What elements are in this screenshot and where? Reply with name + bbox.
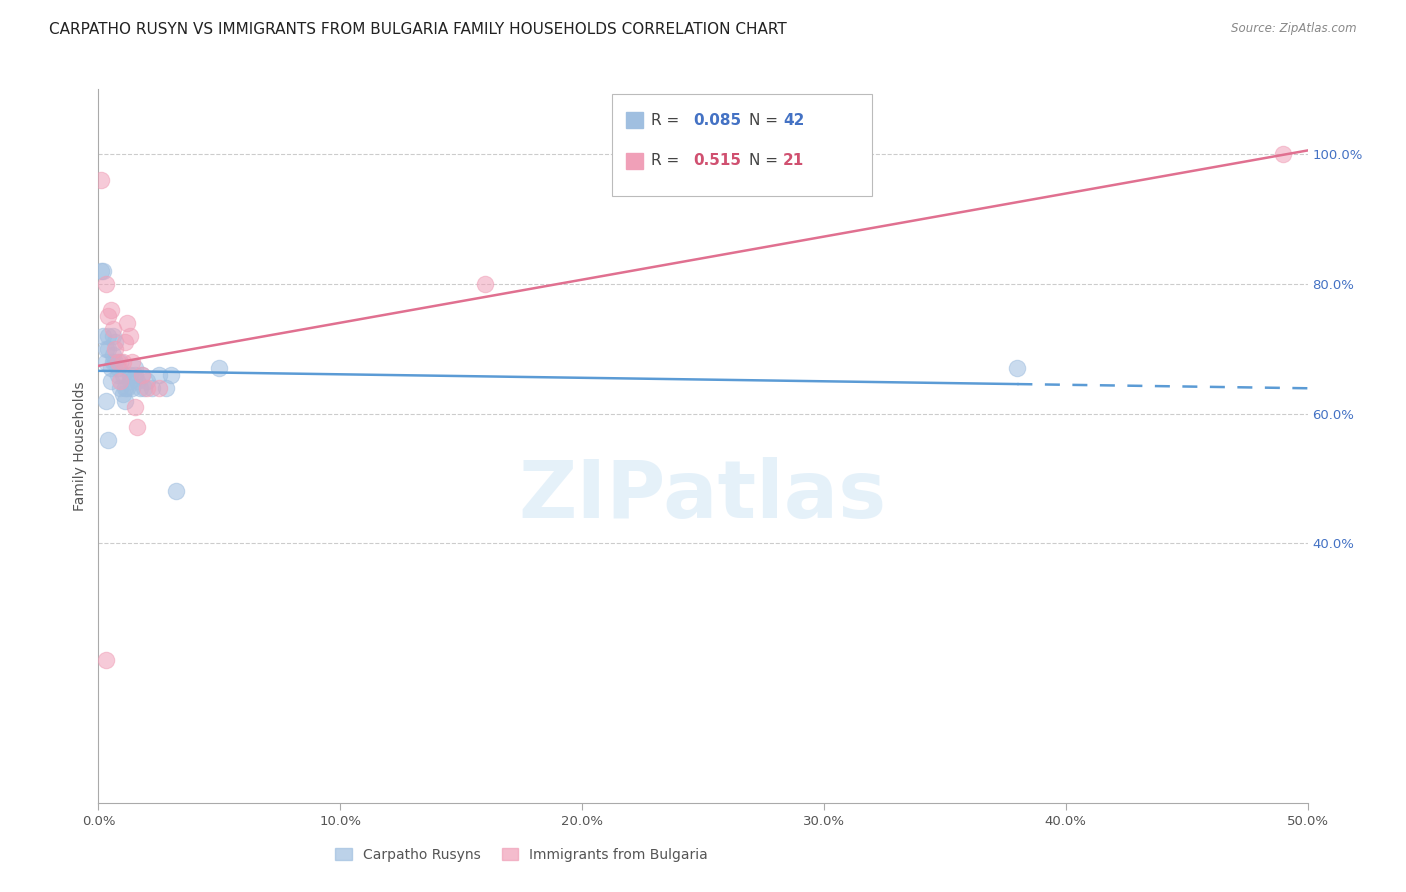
Point xyxy=(111,387,134,401)
Point xyxy=(118,328,141,343)
Point xyxy=(135,381,157,395)
Text: N =: N = xyxy=(749,153,789,168)
Point xyxy=(117,381,139,395)
Text: N =: N = xyxy=(749,113,789,128)
Text: 42: 42 xyxy=(783,113,804,128)
Point xyxy=(107,368,129,382)
Point xyxy=(148,368,170,382)
Text: Source: ZipAtlas.com: Source: ZipAtlas.com xyxy=(1232,22,1357,36)
Text: ZIPatlas: ZIPatlas xyxy=(519,457,887,535)
Point xyxy=(114,381,136,395)
Point xyxy=(101,354,124,368)
Point xyxy=(91,328,114,343)
Point xyxy=(111,354,134,368)
Point xyxy=(155,381,177,395)
Point xyxy=(97,310,120,324)
Point xyxy=(101,348,124,362)
Text: 0.085: 0.085 xyxy=(693,113,741,128)
Point xyxy=(104,354,127,368)
Point xyxy=(124,368,146,382)
Point xyxy=(97,342,120,356)
Point xyxy=(94,277,117,291)
Point xyxy=(118,374,141,388)
Point xyxy=(208,361,231,376)
Point xyxy=(94,342,117,356)
Point xyxy=(100,302,122,317)
Text: R =: R = xyxy=(651,113,689,128)
Point xyxy=(134,381,156,395)
Point xyxy=(121,381,143,395)
Point xyxy=(100,361,122,376)
Point xyxy=(108,354,131,368)
Point xyxy=(94,393,117,408)
Point xyxy=(474,277,496,291)
Legend: Carpatho Rusyns, Immigrants from Bulgaria: Carpatho Rusyns, Immigrants from Bulgari… xyxy=(329,842,714,867)
Point xyxy=(124,361,146,376)
Point xyxy=(107,354,129,368)
Point xyxy=(121,354,143,368)
Text: 21: 21 xyxy=(783,153,804,168)
Point xyxy=(148,381,170,395)
Point xyxy=(1007,361,1029,376)
Text: CARPATHO RUSYN VS IMMIGRANTS FROM BULGARIA FAMILY HOUSEHOLDS CORRELATION CHART: CARPATHO RUSYN VS IMMIGRANTS FROM BULGAR… xyxy=(49,22,787,37)
Point xyxy=(90,264,112,278)
Point xyxy=(165,484,187,499)
Point xyxy=(97,328,120,343)
Point xyxy=(135,374,157,388)
Point xyxy=(108,381,131,395)
Point xyxy=(97,433,120,447)
Point xyxy=(160,368,183,382)
Point xyxy=(100,374,122,388)
Point xyxy=(91,264,114,278)
Point xyxy=(117,316,139,330)
Point xyxy=(101,322,124,336)
Point xyxy=(114,335,136,350)
Point xyxy=(94,354,117,368)
Point xyxy=(127,374,149,388)
Point xyxy=(118,368,141,382)
Point xyxy=(111,368,134,382)
Point xyxy=(107,361,129,376)
Y-axis label: Family Households: Family Households xyxy=(73,381,87,511)
Point xyxy=(90,173,112,187)
Point xyxy=(141,381,163,395)
Point xyxy=(114,393,136,408)
Point xyxy=(131,368,153,382)
Point xyxy=(128,381,150,395)
Point xyxy=(104,342,127,356)
Point xyxy=(131,368,153,382)
Point xyxy=(1272,147,1295,161)
Point xyxy=(101,328,124,343)
Text: 0.515: 0.515 xyxy=(693,153,741,168)
Point xyxy=(104,335,127,350)
Point xyxy=(127,419,149,434)
Text: R =: R = xyxy=(651,153,689,168)
Point xyxy=(124,400,146,414)
Point xyxy=(108,374,131,388)
Point xyxy=(94,653,117,667)
